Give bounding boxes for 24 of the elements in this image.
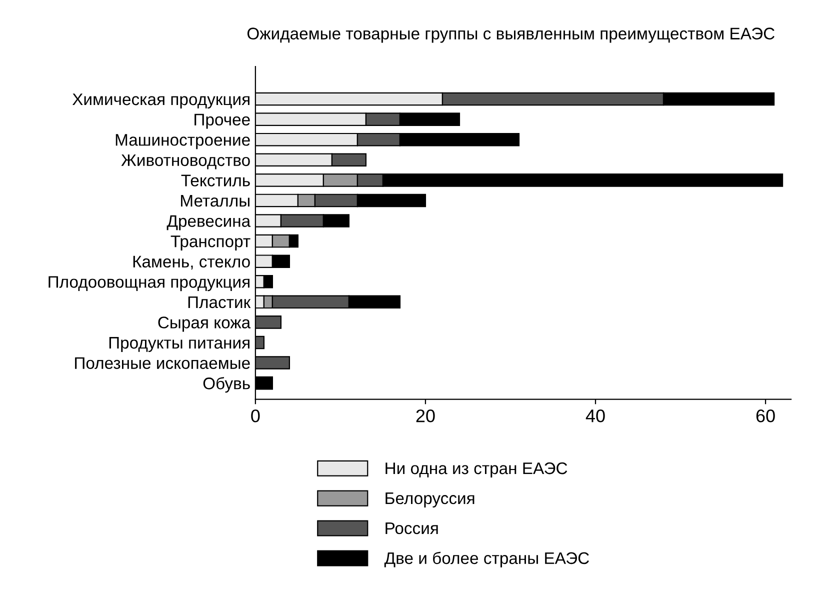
y-tick-label: Камень, стекло xyxy=(133,256,250,270)
y-tick-label: Полезные ископаемые xyxy=(75,357,250,369)
y-tick-label: Текстиль xyxy=(181,174,250,186)
y-tick-label: Продукты питания xyxy=(109,337,250,352)
y-tick-label: Животноводство xyxy=(121,154,250,170)
y-tick-label: Обувь xyxy=(203,376,250,393)
y-tick-label: Транспорт xyxy=(170,236,250,251)
y-tick-label: Машиностроение xyxy=(116,134,250,150)
y-tick-label: Пластик xyxy=(188,296,251,308)
x-tick-label: 20 xyxy=(416,410,435,422)
legend-label: Две и более страны ЕАЭС xyxy=(384,552,589,568)
legend-label: Россия xyxy=(386,522,438,534)
y-tick-label: Металлы xyxy=(181,195,250,207)
y-tick-label: Сырая кожа xyxy=(158,316,251,332)
legend-label: Ни одна из стран ЕАЭС xyxy=(386,462,568,478)
y-tick-label: Химическая продукция xyxy=(72,94,250,109)
y-tick-label: Древесина xyxy=(166,215,251,230)
x-tick-label: 0 xyxy=(251,410,260,422)
chart-title: Ожидаемые товарные группы с выявленным преимуществом ЕАЭС xyxy=(247,28,774,43)
legend-label: Белоруссия xyxy=(386,492,474,508)
x-tick-label: 60 xyxy=(756,410,775,422)
y-tick-label: Плодоовощная продукция xyxy=(48,276,250,292)
x-tick-label: 40 xyxy=(586,410,605,422)
y-tick-label: Прочее xyxy=(194,114,250,129)
